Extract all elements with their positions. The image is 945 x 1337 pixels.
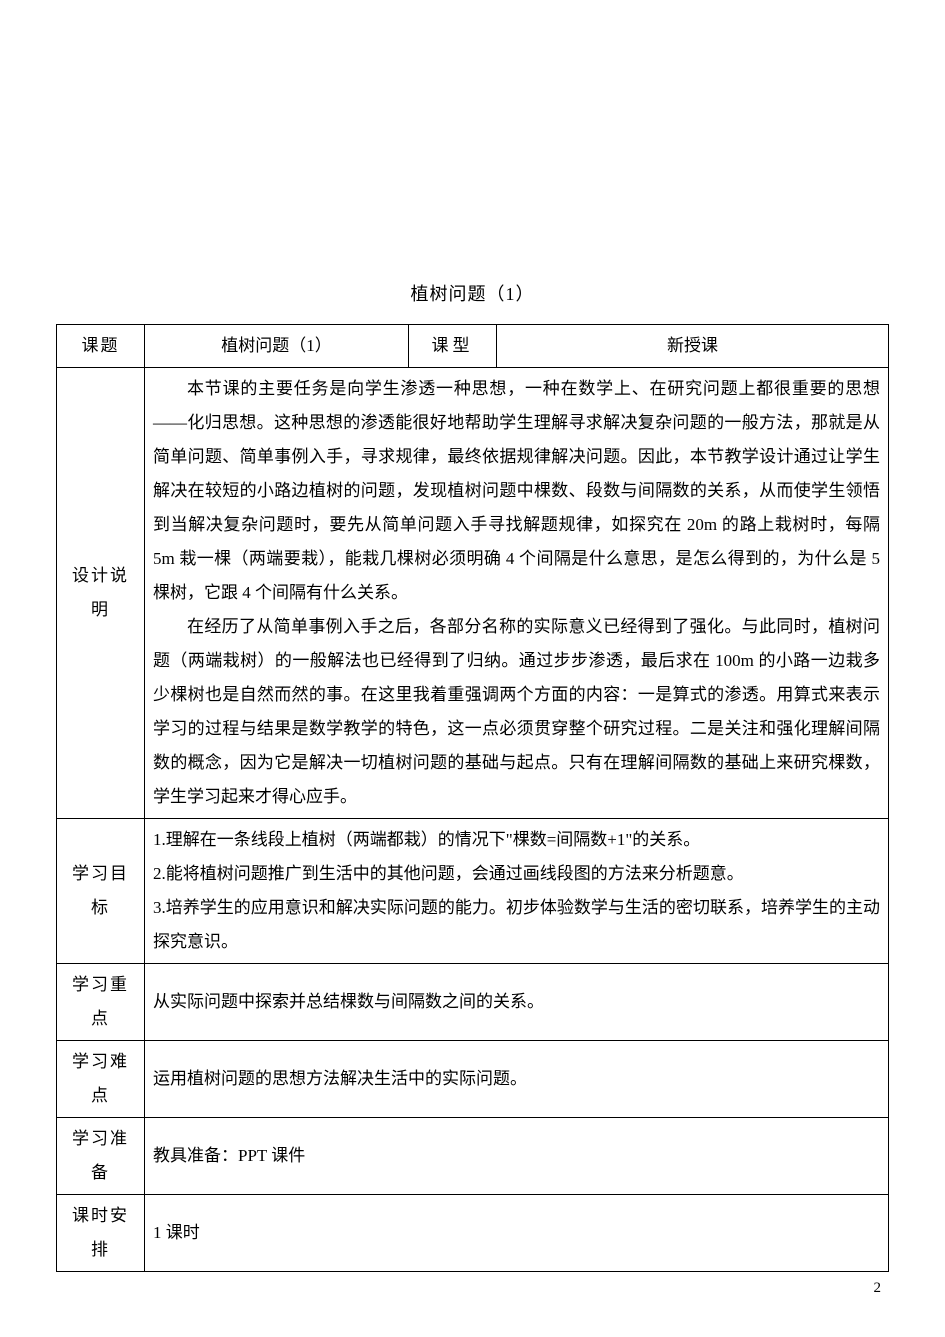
design-body-cell: 本节课的主要任务是向学生渗透一种思想，一种在数学上、在研究问题上都很重要的思想—… (145, 368, 889, 819)
prep-text: 教具准备：PPT 课件 (153, 1146, 305, 1165)
schedule-row: 课时安排 1 课时 (57, 1195, 889, 1272)
goals-body-cell: 1.理解在一条线段上植树（两端都栽）的情况下"棵数=间隔数+1"的关系。 2.能… (145, 819, 889, 964)
goals-label-cell: 学习目标 (57, 819, 145, 964)
prep-row: 学习准备 教具准备：PPT 课件 (57, 1118, 889, 1195)
topic-label-cell: 课题 (57, 325, 145, 368)
page-number: 2 (874, 1280, 882, 1297)
focus-row: 学习重点 从实际问题中探索并总结棵数与间隔数之间的关系。 (57, 964, 889, 1041)
focus-value-cell: 从实际问题中探索并总结棵数与间隔数之间的关系。 (145, 964, 889, 1041)
type-value-cell: 新授课 (497, 325, 889, 368)
design-paragraph-1: 本节课的主要任务是向学生渗透一种思想，一种在数学上、在研究问题上都很重要的思想—… (153, 372, 880, 610)
difficulty-row: 学习难点 运用植树问题的思想方法解决生活中的实际问题。 (57, 1041, 889, 1118)
difficulty-label-cell: 学习难点 (57, 1041, 145, 1118)
goal-line-1: 1.理解在一条线段上植树（两端都栽）的情况下"棵数=间隔数+1"的关系。 (153, 823, 880, 857)
difficulty-text: 运用植树问题的思想方法解决生活中的实际问题。 (153, 1069, 527, 1088)
design-label-cell: 设计说明 (57, 368, 145, 819)
prep-label-cell: 学习准备 (57, 1118, 145, 1195)
goal-line-3: 3.培养学生的应用意识和解决实际问题的能力。初步体验数学与生活的密切联系，培养学… (153, 891, 880, 959)
schedule-label-cell: 课时安排 (57, 1195, 145, 1272)
focus-text: 从实际问题中探索并总结棵数与间隔数之间的关系。 (153, 992, 544, 1011)
type-label-cell: 课型 (409, 325, 497, 368)
page: 植树问题（1） 课题 植树问题（1） 课型 新授课 设计说明 本节课的主要任务是… (0, 0, 945, 1337)
topic-value-cell: 植树问题（1） (145, 325, 409, 368)
header-row: 课题 植树问题（1） 课型 新授课 (57, 325, 889, 368)
prep-value-cell: 教具准备：PPT 课件 (145, 1118, 889, 1195)
difficulty-value-cell: 运用植树问题的思想方法解决生活中的实际问题。 (145, 1041, 889, 1118)
lesson-plan-table: 课题 植树问题（1） 课型 新授课 设计说明 本节课的主要任务是向学生渗透一种思… (56, 324, 889, 1272)
document-title: 植树问题（1） (56, 280, 889, 306)
goals-row: 学习目标 1.理解在一条线段上植树（两端都栽）的情况下"棵数=间隔数+1"的关系… (57, 819, 889, 964)
design-row: 设计说明 本节课的主要任务是向学生渗透一种思想，一种在数学上、在研究问题上都很重… (57, 368, 889, 819)
goal-line-2: 2.能将植树问题推广到生活中的其他问题，会通过画线段图的方法来分析题意。 (153, 857, 880, 891)
schedule-text: 1 课时 (153, 1223, 200, 1242)
design-paragraph-2: 在经历了从简单事例入手之后，各部分名称的实际意义已经得到了强化。与此同时，植树问… (153, 610, 880, 814)
schedule-value-cell: 1 课时 (145, 1195, 889, 1272)
focus-label-cell: 学习重点 (57, 964, 145, 1041)
